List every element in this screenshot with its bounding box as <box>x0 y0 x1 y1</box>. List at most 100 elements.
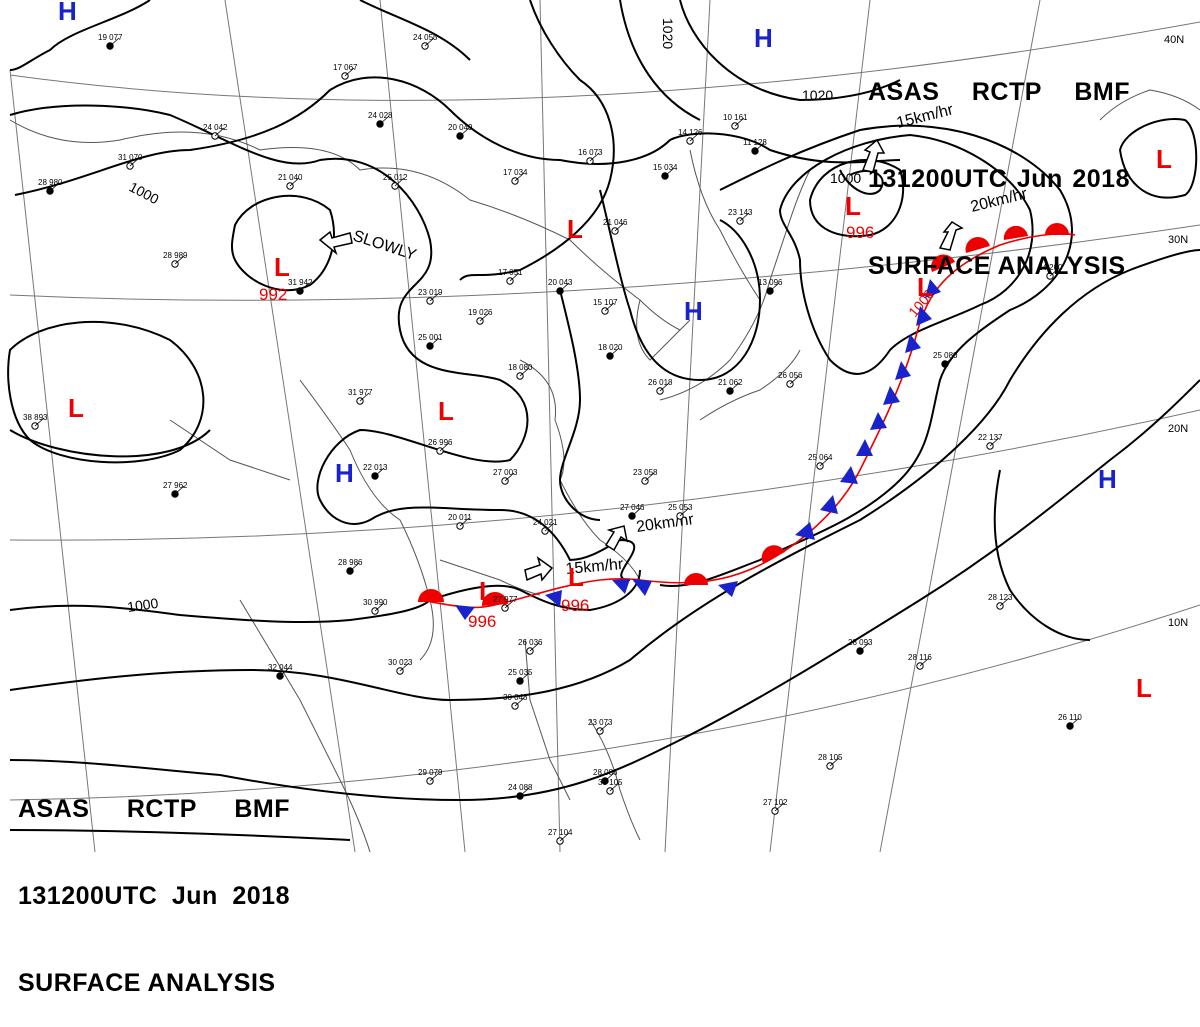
valid-time: 131200UTC <box>868 165 1008 193</box>
wind-barb <box>559 832 570 842</box>
station-readout: 17 034 <box>503 168 528 177</box>
station-readout: 38 893 <box>23 413 48 422</box>
station-plot: 10 161 <box>723 113 748 130</box>
wind-barb <box>559 282 570 292</box>
station-plot: 15 107 <box>593 298 618 315</box>
station-readout: 21 040 <box>278 173 303 182</box>
wind-barb <box>944 355 955 365</box>
wind-barb <box>1069 717 1080 727</box>
low-center-value: 992 <box>259 285 287 304</box>
station-readout: 20 043 <box>548 278 573 287</box>
station-readout: 23 073 <box>588 718 613 727</box>
station-readout: 23 058 <box>633 468 658 477</box>
wind-barb <box>609 347 620 357</box>
valid-year: 2018 <box>1072 165 1130 193</box>
cold-front-symbol <box>916 306 932 326</box>
wind-barb <box>999 597 1010 607</box>
station-plot: 22 013 <box>363 463 388 480</box>
low-center-value: 996 <box>468 612 496 631</box>
motion-arrow-icon <box>524 556 554 582</box>
station-readout: 13 096 <box>758 278 783 287</box>
station-plot: 23 019 <box>418 288 443 305</box>
station-readout: 25 053 <box>668 503 693 512</box>
warm-front-symbol <box>761 545 785 563</box>
station-readout: 27 102 <box>763 798 788 807</box>
station-plot: 24 055 <box>413 33 438 50</box>
wind-barb <box>394 177 405 187</box>
station-plot: 17 051 <box>498 268 523 285</box>
low-center-marker: L <box>68 393 84 423</box>
station-readout: 20 011 <box>448 513 472 522</box>
warm-front-symbol <box>965 237 990 253</box>
station-readout: 30 105 <box>598 778 623 787</box>
station-readout: 23 143 <box>728 208 753 217</box>
warm-front-symbol <box>418 589 444 602</box>
station-plot: 28 093 <box>848 638 873 655</box>
isobar-label: 1000 <box>830 170 861 186</box>
wind-barb <box>529 642 540 652</box>
low-center-marker: L <box>568 562 584 592</box>
station-plot: 26 036 <box>518 638 543 655</box>
station-plot: 13 096 <box>758 278 783 295</box>
station-plot: 20 011 <box>448 513 472 530</box>
cold-front-symbol <box>883 386 900 405</box>
issuer-code: BMF <box>234 795 290 823</box>
station-readout: 25 080 <box>933 351 958 360</box>
valid-month: Jun <box>171 882 218 910</box>
station-readout: 20 049 <box>448 123 473 132</box>
cold-front-symbol <box>612 579 630 594</box>
station-plot: 32 044 <box>268 663 293 680</box>
station-readout: 26 056 <box>778 371 803 380</box>
low-center-marker: L <box>1156 144 1172 174</box>
station-code: RCTP <box>126 795 197 823</box>
station-plot: 28 123 <box>988 593 1013 610</box>
station-readout: 28 123 <box>988 593 1013 602</box>
station-readout: 21 046 <box>603 218 628 227</box>
wind-barb <box>919 657 930 667</box>
motion-arrows <box>318 138 964 582</box>
high-center-marker: H <box>335 458 354 488</box>
wind-barb <box>614 222 625 232</box>
wind-barb <box>644 472 655 482</box>
header-agency-row: ASAS RCTP BMF <box>18 795 290 824</box>
station-plot: 11 128 <box>743 138 767 155</box>
station-plot: 26 110 <box>1058 713 1082 730</box>
station-plot: 27 046 <box>620 503 645 520</box>
station-plot: 28 116 <box>908 653 932 670</box>
wind-barb <box>459 517 470 527</box>
wind-barb <box>379 115 390 125</box>
wind-barb <box>289 177 300 187</box>
station-readout: 28 116 <box>908 653 932 662</box>
station-plot: 24 021 <box>533 518 558 535</box>
station-plot: 15 034 <box>653 163 678 180</box>
station-readout: 30 990 <box>363 598 388 607</box>
low-center-marker: L <box>438 396 454 426</box>
station-readout: 19 077 <box>98 33 123 42</box>
station-plot: 19 026 <box>468 308 493 325</box>
wind-barb <box>459 127 470 137</box>
header-time-row: 131200UTC Jun 2018 <box>868 165 1130 194</box>
graticule <box>9 0 1200 852</box>
agency-code: ASAS <box>868 78 940 106</box>
isobar-label: 1020 <box>660 18 676 49</box>
station-plot: 30 048 <box>503 693 528 710</box>
station-plot: 25 064 <box>808 453 833 470</box>
valid-time: 131200UTC <box>18 882 158 910</box>
header-agency-row: ASAS RCTP BMF <box>868 78 1130 107</box>
station-readout: 24 042 <box>203 123 228 132</box>
wind-barb <box>479 312 490 322</box>
wind-barb <box>689 132 700 142</box>
station-readout: 32 044 <box>268 663 293 672</box>
wind-barb <box>734 117 745 127</box>
low-center-marker: L <box>479 576 495 606</box>
station-readout: 24 200 <box>1038 263 1063 272</box>
station-plot: 27 104 <box>548 828 573 845</box>
station-plot: 27 003 <box>493 468 518 485</box>
station-plot: 21 040 <box>278 173 303 190</box>
station-readout: 31 070 <box>118 153 143 162</box>
low-center-marker: L <box>845 191 861 221</box>
high-center-marker: H <box>684 296 703 326</box>
station-readout: 18 080 <box>508 363 533 372</box>
station-plot: 18 020 <box>598 343 623 360</box>
wind-barb <box>769 282 780 292</box>
